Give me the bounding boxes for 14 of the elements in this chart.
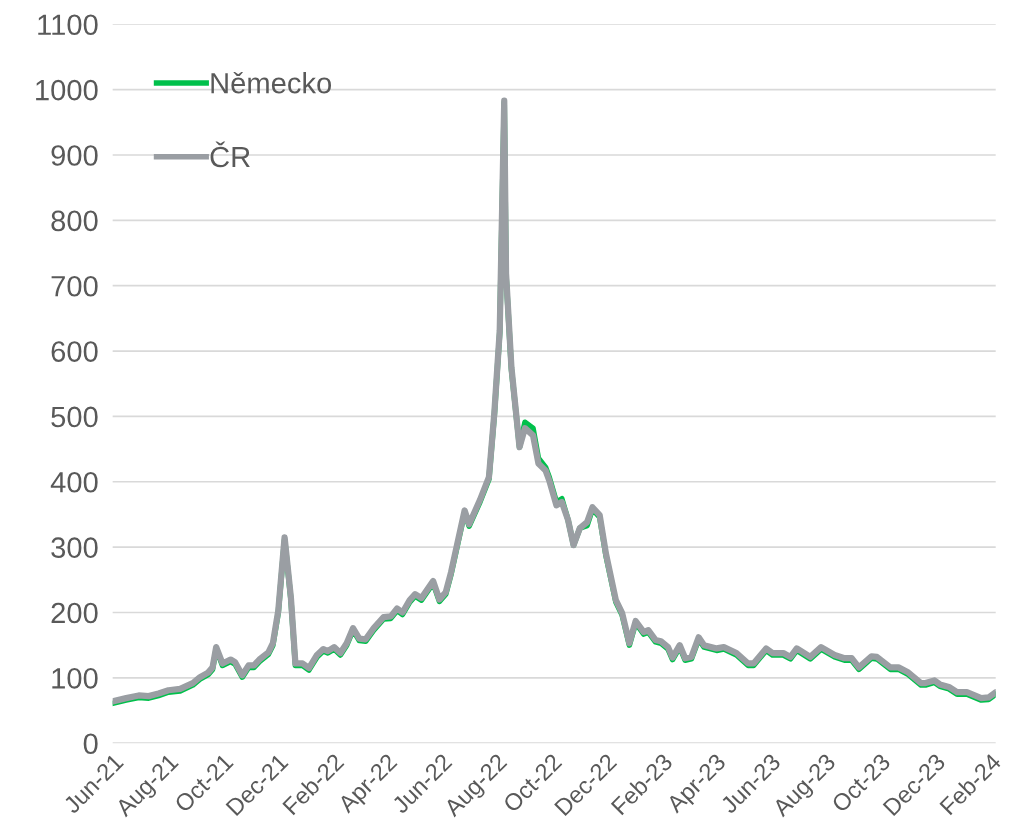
y-tick-label: 200 <box>51 602 98 624</box>
y-tick-label: 0 <box>83 733 98 755</box>
y-tick-label: 800 <box>51 210 98 232</box>
y-tick-label: 100 <box>52 668 98 689</box>
y-tick-label: 700 <box>51 275 98 297</box>
y-tick-label: 1100 <box>38 14 98 36</box>
y-tick-label: 900 <box>51 145 98 166</box>
y-tick-label: 300 <box>51 537 98 558</box>
y-tick-label: 1000 <box>36 79 98 101</box>
y-tick-label: 400 <box>50 471 98 493</box>
legend-label: ČR <box>210 141 250 168</box>
legend-label: Německo <box>211 71 332 94</box>
y-tick-label: 600 <box>51 341 98 362</box>
y-tick-label: 500 <box>51 406 98 428</box>
